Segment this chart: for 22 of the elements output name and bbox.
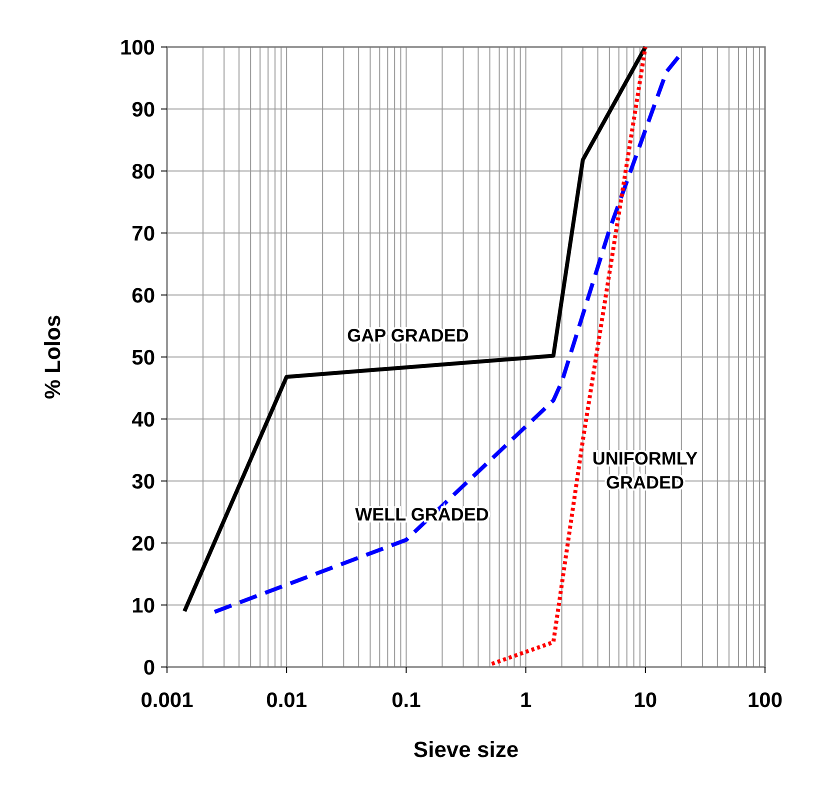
- y-tick-label: 60: [132, 284, 155, 308]
- y-tick-label: 40: [132, 408, 155, 432]
- x-tick-label: 0.01: [266, 689, 308, 712]
- x-tick-label: 1: [520, 689, 532, 712]
- x-tick-label: 10: [634, 689, 658, 712]
- series-label: UNIFORMLY GRADED: [592, 448, 698, 492]
- x-tick-label: 100: [747, 689, 783, 712]
- x-axis-title: Sieve size: [413, 737, 519, 762]
- y-tick-label: 20: [132, 532, 155, 556]
- y-tick-label: 80: [132, 160, 155, 184]
- y-tick-label: 50: [132, 346, 155, 370]
- y-tick-label: 90: [132, 98, 155, 122]
- series-label: GAP GRADED: [347, 325, 469, 346]
- y-tick-label: 30: [132, 470, 155, 494]
- x-tick-label: 0.001: [140, 689, 194, 712]
- x-tick-label: 0.1: [392, 689, 422, 712]
- y-tick-label: 100: [120, 36, 155, 60]
- y-tick-label: 10: [132, 594, 155, 618]
- y-tick-label: 70: [132, 222, 155, 246]
- y-tick-label: 0: [143, 656, 155, 680]
- series-label: WELL GRADED: [355, 504, 489, 524]
- y-axis-title: % Lolos: [40, 314, 65, 400]
